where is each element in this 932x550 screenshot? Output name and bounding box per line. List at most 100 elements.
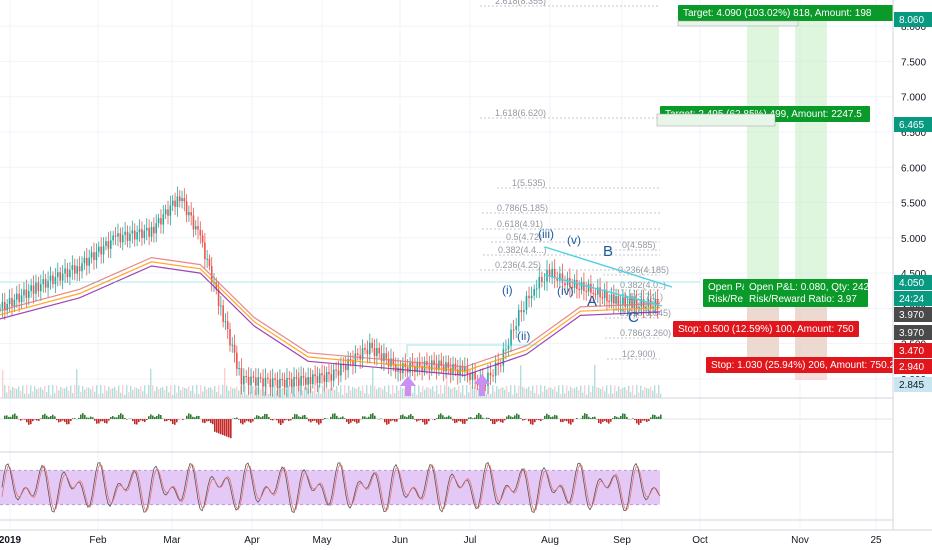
- volume-bar: [60, 386, 62, 398]
- candle-body: [520, 309, 523, 313]
- volume-bar: [120, 392, 122, 398]
- candle-body: [178, 196, 181, 202]
- candle-body: [290, 379, 293, 387]
- oscillator-bar: [52, 414, 54, 419]
- oscillator-bar: [612, 418, 614, 419]
- oscillator-bar: [640, 419, 642, 423]
- fib-label: 0.382(4.0..): [620, 280, 666, 290]
- x-tick-label: 2019: [0, 535, 22, 546]
- oscillator-bar: [478, 413, 480, 419]
- volume-bar: [236, 386, 238, 398]
- candle-body: [0, 308, 1, 310]
- oscillator-bar: [346, 419, 348, 422]
- candle-body: [208, 258, 211, 267]
- volume-bar: [266, 385, 268, 398]
- oscillator-bar: [276, 419, 278, 421]
- candle-body: [121, 235, 124, 243]
- oscillator-bar: [598, 419, 600, 424]
- y-tick-label: 8.000: [901, 22, 926, 33]
- candle-body: [233, 344, 236, 353]
- oscillator-bar: [324, 417, 326, 419]
- candle-body: [414, 366, 416, 372]
- candle-body: [592, 292, 595, 294]
- oscillator-bar: [14, 413, 16, 419]
- volume-bar: [352, 386, 354, 398]
- candle-body: [240, 368, 243, 385]
- oscillator-bar: [356, 419, 358, 424]
- y-tick-label: 5.500: [901, 199, 926, 210]
- candle-body: [281, 378, 284, 381]
- volume-bar: [316, 393, 318, 398]
- volume-bar: [204, 386, 206, 398]
- volume-bar: [542, 391, 544, 398]
- volume-bar: [384, 386, 386, 398]
- volume-bar: [430, 389, 432, 398]
- oscillator-bar: [176, 419, 178, 423]
- open-pnl-box-a: [703, 279, 755, 307]
- oscillator-bar: [442, 415, 444, 419]
- oscillator-bar: [278, 419, 280, 424]
- oscillator-bar: [626, 416, 628, 419]
- volume-bar: [96, 385, 98, 398]
- volume-bar: [54, 392, 56, 398]
- volume-bar: [94, 391, 96, 398]
- volume-bar: [438, 393, 440, 398]
- candle-body: [86, 257, 88, 266]
- volume-bar: [164, 389, 166, 398]
- volume-bar: [642, 390, 644, 398]
- volume-bar: [134, 387, 136, 398]
- oscillator-bar: [412, 416, 414, 419]
- oscillator-bar: [394, 419, 396, 422]
- volume-bar: [264, 391, 266, 398]
- volume-bar: [32, 391, 34, 398]
- oscillator-bar: [40, 418, 42, 419]
- candle-body: [206, 258, 208, 260]
- candle-body: [489, 372, 492, 376]
- trade-boxes[interactable]: Target: 4.090 (103.02%) 818, Amount: 198…: [656, 5, 895, 373]
- candle-body: [344, 365, 347, 371]
- volume-bar: [252, 385, 254, 398]
- oscillator-bar: [568, 419, 570, 424]
- candle-body: [124, 231, 126, 236]
- volume-bar: [550, 387, 552, 398]
- volume-bar: [128, 392, 130, 398]
- candle-body: [286, 378, 288, 388]
- volume-bar: [24, 393, 26, 398]
- volume-bar: [192, 385, 194, 398]
- y-tick-label: 4.500: [901, 269, 926, 280]
- volume-bar: [176, 392, 178, 398]
- oscillator-bar: [236, 417, 238, 419]
- candle-body: [512, 329, 515, 331]
- oscillator-bar: [294, 414, 296, 419]
- candle-body: [95, 251, 98, 261]
- candle-body: [494, 362, 497, 376]
- volume-bar: [518, 385, 520, 398]
- oscillator-bar: [152, 415, 154, 419]
- oscillator-bar: [272, 419, 274, 421]
- oscillator-bar: [110, 417, 112, 419]
- fib-label: 0.236(4.25): [495, 260, 541, 270]
- volume-bar: [206, 389, 208, 398]
- candle-body: [102, 246, 105, 255]
- volume-bar: [512, 394, 514, 398]
- oscillator-bar: [400, 415, 402, 419]
- volume-bar: [420, 392, 422, 398]
- oscillator-bar: [472, 418, 474, 419]
- volume-bar: [156, 386, 158, 398]
- oscillator-bar: [444, 417, 446, 419]
- candle-body: [487, 372, 489, 386]
- candle-body: [612, 294, 615, 304]
- volume-bar: [516, 392, 518, 398]
- oscillator-bar: [68, 419, 70, 425]
- volume-bar: [202, 391, 204, 398]
- candle-body: [364, 348, 366, 350]
- volume-bar: [182, 386, 184, 398]
- volume-bar: [614, 385, 616, 398]
- volume-bar: [636, 385, 638, 398]
- volume-bar: [350, 390, 352, 398]
- volume-bar: [210, 387, 212, 398]
- oscillator-bar: [132, 419, 134, 422]
- candle-body: [49, 275, 52, 281]
- wave-label: A: [587, 293, 597, 310]
